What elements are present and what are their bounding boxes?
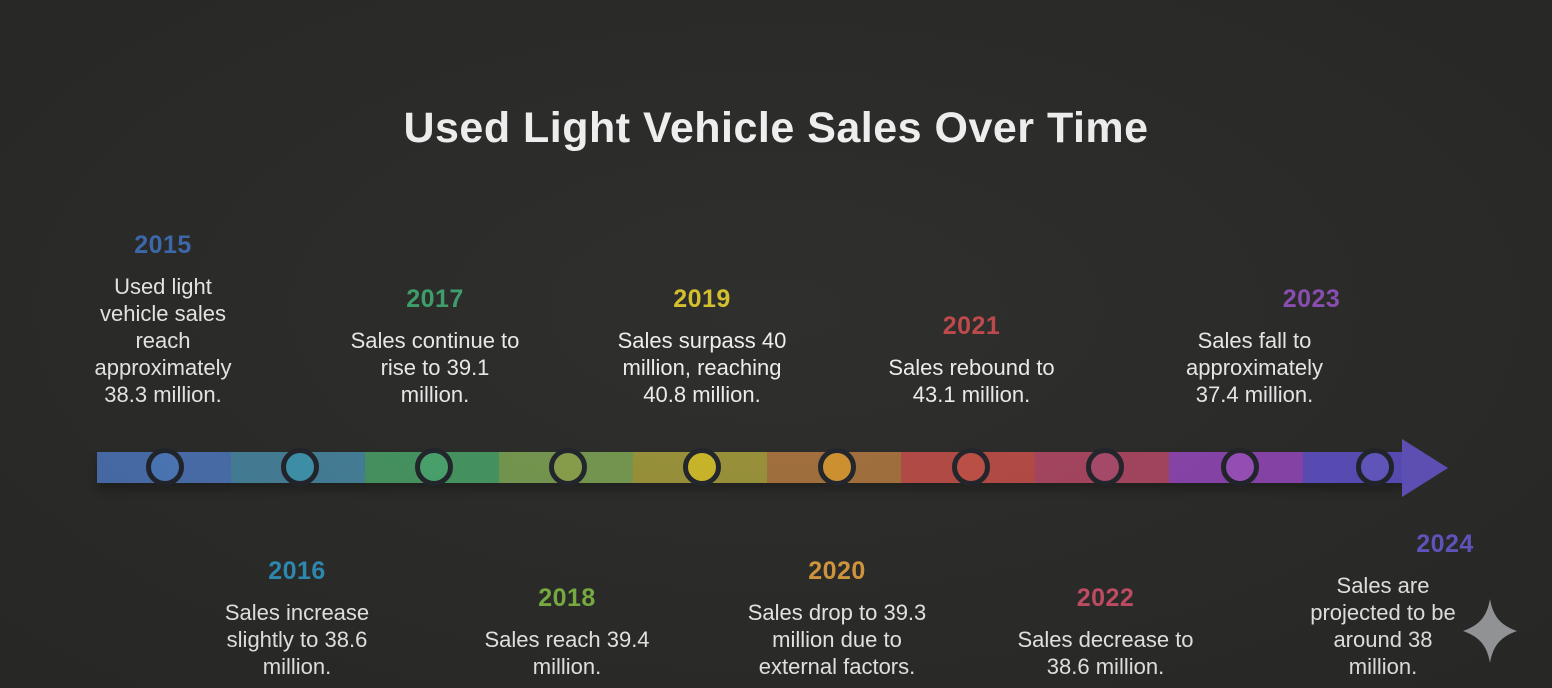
timeline-marker-2016	[281, 448, 319, 486]
timeline-marker-2017	[415, 448, 453, 486]
timeline-item-2023: 2023 Sales fall to approximately 37.4 mi…	[1162, 285, 1347, 408]
year-label-2024: 2024	[1416, 530, 1474, 558]
year-description-2017: Sales continue to rise to 39.1 million.	[350, 328, 520, 407]
year-description-2019: Sales surpass 40 million, reaching 40.8 …	[617, 328, 787, 407]
timeline-marker-2021	[952, 448, 990, 486]
year-label-2021: 2021	[942, 312, 1001, 340]
year-label-2018: 2018	[538, 584, 596, 612]
year-label-2015: 2015	[134, 231, 192, 259]
year-description-2018: Sales reach 39.4 million.	[484, 627, 650, 679]
year-label-2020: 2020	[808, 557, 866, 585]
year-description-2016: Sales increase slightly to 38.6 million.	[224, 600, 370, 679]
timeline-arrowhead-icon	[1402, 439, 1448, 497]
timeline-marker-2018	[549, 448, 587, 486]
timeline-marker-2024	[1356, 448, 1394, 486]
year-label-2023: 2023	[1282, 285, 1341, 313]
timeline-item-2021: 2021 Sales rebound to 43.1 million.	[864, 312, 1079, 408]
timeline-item-2022: 2022 Sales decrease to 38.6 million.	[998, 584, 1213, 680]
year-label-2022: 2022	[1076, 584, 1135, 612]
timeline-item-2020: 2020 Sales drop to 39.3 million due to e…	[727, 557, 947, 680]
year-description-2015: Used light vehicle sales reach approxima…	[94, 274, 232, 407]
timeline-item-2024: 2024 Sales are projected to be around 38…	[1283, 530, 1483, 680]
timeline-item-2018: 2018 Sales reach 39.4 million.	[462, 584, 672, 680]
timeline-item-2016: 2016 Sales increase slightly to 38.6 mil…	[197, 557, 397, 680]
timeline-marker-2023	[1221, 448, 1259, 486]
timeline-marker-2020	[818, 448, 856, 486]
timeline-item-2015: 2015 Used light vehicle sales reach appr…	[73, 231, 253, 408]
year-description-2021: Sales rebound to 43.1 million.	[888, 355, 1055, 407]
timeline-item-2017: 2017 Sales continue to rise to 39.1 mill…	[330, 285, 540, 408]
year-label-2016: 2016	[268, 557, 326, 585]
page-title: Used Light Vehicle Sales Over Time	[403, 104, 1149, 152]
timeline-marker-2019	[683, 448, 721, 486]
timeline-item-2019: 2019 Sales surpass 40 million, reaching …	[597, 285, 807, 408]
year-description-2020: Sales drop to 39.3 million due to extern…	[747, 600, 927, 679]
year-description-2023: Sales fall to approximately 37.4 million…	[1186, 328, 1323, 407]
timeline-marker-2022	[1086, 448, 1124, 486]
sparkle-icon	[1463, 599, 1517, 663]
year-description-2022: Sales decrease to 38.6 million.	[1017, 627, 1194, 679]
year-label-2019: 2019	[673, 285, 731, 313]
year-label-2017: 2017	[406, 285, 464, 313]
year-description-2024: Sales are projected to be around 38 mill…	[1310, 573, 1456, 679]
timeline-marker-2015	[146, 448, 184, 486]
